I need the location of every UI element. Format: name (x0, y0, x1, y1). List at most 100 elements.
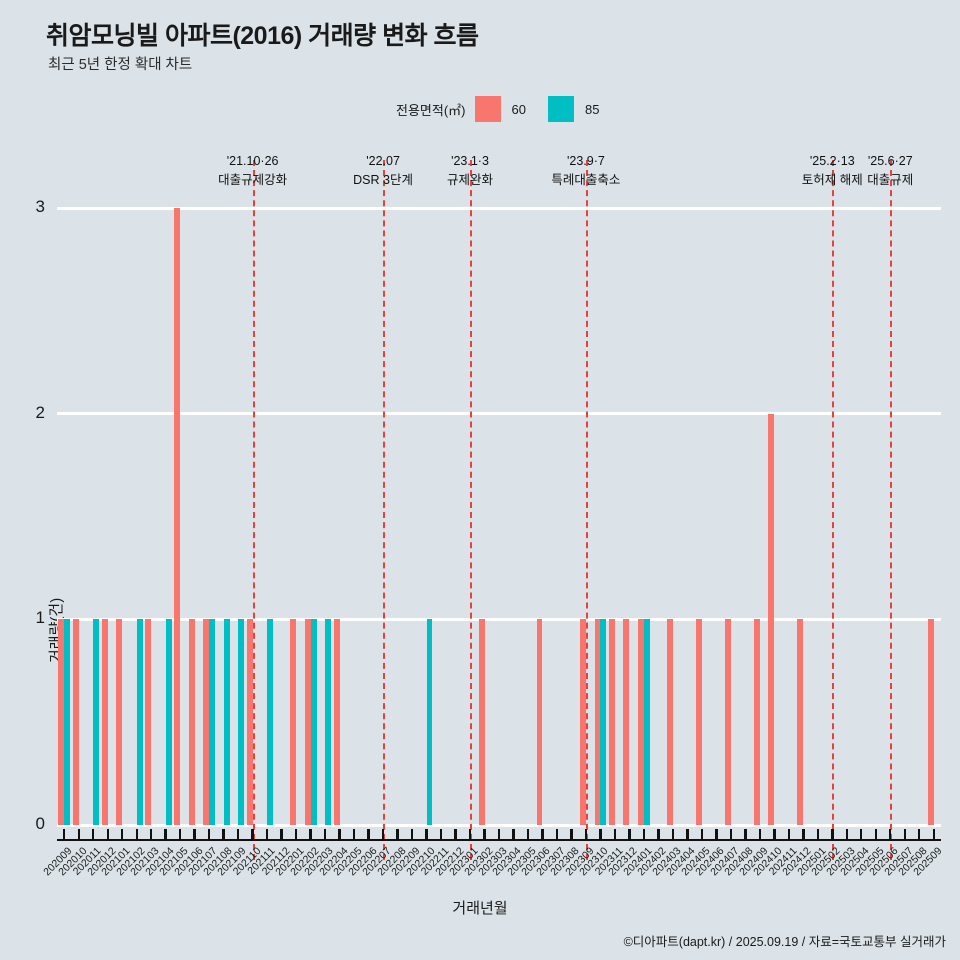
x-tick (352, 829, 356, 840)
event-annotation: '23.9·7 특례대출축소 (551, 152, 620, 190)
y-tick-label-2: 2 (35, 402, 45, 422)
x-tick (744, 829, 747, 840)
x-tick (367, 829, 370, 840)
x-tick (816, 829, 819, 840)
x-axis: 202009 202010 202011 202012 202101 202102 2021… (41, 827, 944, 937)
event-label: 특례대출축소 (551, 172, 621, 187)
x-tick (889, 829, 892, 840)
y-tick-label-0: 0 (35, 814, 45, 833)
bar[interactable] (267, 619, 274, 825)
event-annotation: '21.10·26 대출규제강화 (218, 152, 287, 190)
event-date: '25.2·13 (809, 154, 855, 168)
event-label: 대출규제강화 (218, 172, 288, 187)
bar[interactable] (290, 619, 297, 825)
bar[interactable] (101, 619, 108, 825)
event-line (890, 160, 893, 860)
x-axis-title: 거래년월 (452, 900, 508, 917)
bar[interactable] (165, 619, 172, 825)
gridline-y-3 (57, 206, 941, 210)
bar[interactable] (594, 619, 601, 825)
bar[interactable] (637, 619, 644, 825)
bar[interactable] (927, 619, 934, 825)
bar[interactable] (608, 619, 615, 825)
x-tick (77, 829, 80, 840)
x-tick (555, 829, 559, 840)
x-tick (874, 829, 877, 840)
bar[interactable] (623, 619, 630, 825)
bar[interactable] (695, 619, 702, 825)
legend-label-85: 85 (584, 101, 600, 117)
bar[interactable] (478, 619, 485, 825)
x-tick (425, 829, 428, 840)
event-label: 규제완화 (447, 172, 494, 187)
bar[interactable] (145, 619, 152, 825)
event-annotation: '25.2·13 토허제 해제 (802, 152, 863, 190)
bar[interactable] (724, 619, 731, 825)
bar[interactable] (643, 619, 650, 825)
bar[interactable] (203, 619, 210, 825)
bar[interactable] (238, 619, 245, 825)
bar[interactable] (72, 619, 79, 825)
x-tick (613, 829, 617, 840)
bar[interactable] (209, 619, 216, 825)
bar[interactable] (223, 619, 230, 825)
bar[interactable] (304, 619, 311, 825)
x-tick (628, 829, 631, 840)
x-tick (236, 829, 240, 840)
x-tick (121, 829, 124, 840)
bar[interactable] (768, 413, 775, 825)
event-line (585, 160, 588, 860)
x-tick (831, 829, 834, 840)
legend-title: 전용면적(㎡) (396, 102, 466, 118)
x-tick (787, 829, 791, 840)
x-tick (63, 829, 66, 840)
bar[interactable] (64, 619, 71, 825)
legend: 전용면적(㎡) 60 85 (396, 96, 621, 122)
plot-area: 거래량(건) 0 1 2 3'21.10·26 대출규제강화 '22.07 DSR 3단계 '… (36, 154, 941, 860)
bar[interactable] (246, 619, 253, 825)
legend-label-60: 60 (511, 101, 526, 117)
x-tick (207, 829, 211, 840)
legend-swatch-60 (474, 96, 501, 122)
x-tick (845, 829, 848, 840)
bar[interactable] (666, 619, 673, 825)
bar[interactable] (93, 619, 100, 825)
bar[interactable] (58, 619, 65, 825)
x-tick (570, 829, 573, 840)
event-label: DSR 3단계 (353, 172, 413, 187)
bar[interactable] (600, 619, 607, 825)
bar[interactable] (325, 619, 332, 825)
bar[interactable] (116, 619, 123, 825)
bar[interactable] (174, 208, 181, 825)
x-tick (497, 829, 501, 840)
bar[interactable] (753, 619, 760, 825)
footer-credit: ©디아파트(dapt.kr) / 2025.09.19 / 자료=국토교통부 실… (623, 935, 946, 949)
gridline-y-0 (57, 823, 941, 827)
bar[interactable] (136, 619, 143, 825)
event-annotation: '25.6·27 대출규제 (867, 152, 913, 190)
x-tick (439, 829, 443, 840)
x-tick (541, 829, 544, 840)
bar[interactable] (426, 619, 433, 825)
event-line (470, 160, 473, 860)
gridline-y-1 (57, 617, 941, 621)
event-date: '23.9·7 (567, 154, 605, 168)
x-tick (802, 829, 805, 840)
legend-swatch-85 (547, 96, 574, 122)
bar[interactable] (580, 619, 586, 825)
x-tick (526, 829, 530, 840)
bar[interactable] (310, 619, 317, 825)
page-title: 취암모닝빌 아파트(2016) 거래량 변화 흐름 (46, 22, 479, 50)
bar[interactable] (333, 619, 340, 825)
bar[interactable] (536, 619, 543, 825)
x-tick (454, 829, 457, 840)
x-tick (323, 829, 327, 840)
bar[interactable] (188, 619, 195, 825)
bar[interactable] (797, 619, 804, 825)
y-tick-label-1: 1 (35, 608, 45, 628)
x-tick (222, 829, 225, 840)
event-date: '25.6·27 (867, 154, 913, 168)
x-axis-line (57, 839, 941, 842)
y-tick-label-3: 3 (35, 197, 45, 216)
event-date: '23.1·3 (451, 154, 489, 168)
